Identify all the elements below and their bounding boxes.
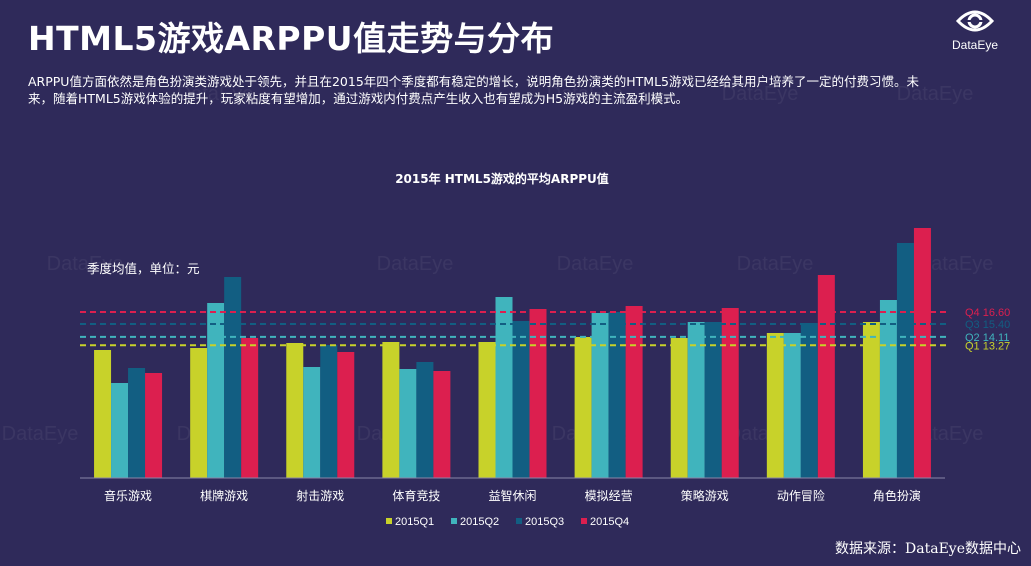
legend-label: 2015Q3 [525,516,564,528]
bar-2015Q2-5 [591,313,609,478]
watermark-text: DataEye [372,83,449,105]
watermark-text: DataEye [47,253,124,275]
bar-2015Q3-4 [512,321,530,478]
watermark-text: DataEye [722,83,799,105]
bar-2015Q3-0 [128,368,146,478]
legend-swatch [386,518,392,524]
reference-label: Q1 13.27 [965,340,1010,352]
category-label: 角色扮演 [873,488,921,503]
description-text: ARPPU值方面依然是角色扮演类游戏处于领先，并且在2015年四个季度都有稳定的… [28,74,920,106]
bar-2015Q3-7 [800,323,818,478]
bar-2015Q4-2 [337,352,355,478]
bar-2015Q1-7 [766,333,784,478]
eye-logo-icon [955,10,995,32]
unit-label: 季度均值，单位：元 [87,261,200,276]
bar-2015Q4-3 [433,371,451,478]
bar-2015Q3-5 [608,312,626,478]
bar-2015Q3-2 [320,345,338,478]
watermark-text: DataEye [177,83,254,105]
legend-label: 2015Q2 [460,516,499,528]
bar-2015Q1-8 [862,322,880,478]
bar-2015Q4-1 [241,338,259,478]
bar-2015Q2-1 [207,303,225,478]
watermark-text: DataEye [897,83,974,105]
category-label: 棋牌游戏 [200,489,248,503]
bar-2015Q1-5 [574,337,592,478]
bar-2015Q4-5 [625,306,643,478]
bar-2015Q3-3 [416,362,434,478]
logo-text: DataEye [951,38,999,52]
category-label: 体育竞技 [392,488,440,503]
category-label: 音乐游戏 [104,488,152,503]
legend-swatch [581,518,587,524]
page-title: HTML5游戏ARPPU值走势与分布 [28,19,555,58]
dataeye-logo: DataEye [935,6,1015,60]
category-label: 策略游戏 [681,488,729,503]
bar-2015Q1-6 [670,338,688,478]
bar-2015Q4-4 [529,309,547,478]
legend-label: 2015Q1 [395,516,434,528]
legend-swatch [516,518,522,524]
bar-2015Q4-6 [721,308,739,478]
bar-2015Q1-1 [190,348,208,478]
bar-2015Q1-4 [478,342,496,478]
bar-2015Q3-6 [704,322,722,478]
bar-2015Q2-7 [783,333,801,478]
chart-title: 2015年 HTML5游戏的平均ARPPU值 [395,171,609,186]
watermark-text: DataEye [557,253,634,275]
bar-2015Q4-8 [913,228,931,478]
bar-2015Q2-2 [303,367,321,478]
legend-swatch [451,518,457,524]
legend-label: 2015Q4 [590,516,629,528]
category-label: 模拟经营 [585,489,633,503]
bar-2015Q2-4 [495,297,513,478]
data-source: 数据来源：DataEye数据中心 [835,541,1021,557]
watermark-text: DataEye [377,253,454,275]
bar-2015Q1-0 [94,350,112,478]
bar-2015Q4-0 [145,373,163,478]
bar-2015Q4-7 [817,275,835,478]
bar-2015Q3-1 [224,277,242,478]
watermark-text: DataEye [547,83,624,105]
watermark-text: DataEye [2,423,79,445]
bar-2015Q2-8 [879,300,897,478]
bar-2015Q2-0 [111,383,129,478]
bar-2015Q1-2 [286,343,304,478]
bar-2015Q2-6 [687,322,705,478]
category-label: 动作冒险 [777,488,825,503]
reference-label: Q3 15.40 [965,319,1010,331]
watermark-text: DataEye [917,253,994,275]
watermark-text: DataEye [737,253,814,275]
bar-2015Q2-3 [399,369,417,478]
category-label: 益智休闲 [488,488,536,503]
category-label: 射击游戏 [296,488,344,503]
bar-2015Q1-3 [382,342,400,478]
reference-label: Q4 16.60 [965,307,1010,319]
reference-label: Q2 14.11 [965,332,1009,344]
bar-2015Q3-8 [896,243,914,478]
